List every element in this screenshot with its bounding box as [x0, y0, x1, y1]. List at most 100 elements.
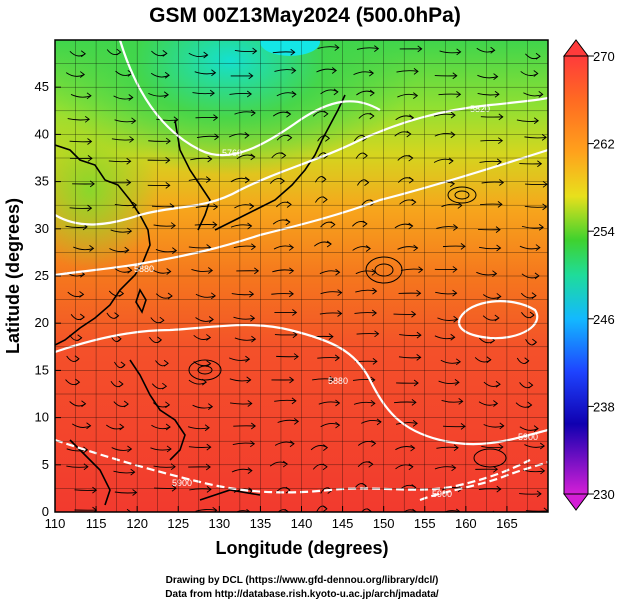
streamline-arrow	[290, 48, 296, 56]
streamline-arrow	[291, 397, 297, 405]
y-axis-ticks: 0 5 10 15 20 25 30 35 40 45	[35, 79, 61, 519]
streamline-arrow	[496, 158, 502, 166]
streamline-arrow	[456, 508, 462, 512]
streamline-arrow	[376, 418, 382, 426]
streamline	[436, 226, 458, 229]
streamline-arrow	[286, 201, 292, 208]
streamline-arrow	[77, 334, 83, 342]
streamline-arrow	[248, 72, 254, 80]
streamline-arrow	[129, 136, 135, 143]
streamline-arrow	[127, 266, 133, 274]
streamline-arrow	[83, 446, 89, 454]
streamline-arrow	[87, 204, 93, 212]
streamline-arrow	[127, 445, 133, 453]
streamline	[398, 356, 421, 359]
streamline-arrow	[406, 130, 412, 138]
streamline	[194, 71, 216, 75]
streamline	[397, 93, 418, 98]
streamline-arrow	[368, 69, 374, 77]
streamline-arrow	[331, 67, 337, 74]
streamline	[233, 316, 255, 320]
contour-label-3: 5820	[470, 104, 490, 114]
streamline-arrow	[490, 46, 496, 54]
streamline-arrow	[371, 309, 377, 317]
streamline-arrow	[246, 376, 252, 384]
streamline	[353, 401, 375, 405]
coast-borneo	[69, 439, 111, 506]
x-tick-label: 135	[250, 516, 272, 531]
streamline-arrow	[254, 267, 260, 275]
streamline-arrow	[212, 506, 218, 512]
y-axis-label: Latitude (degrees)	[3, 198, 23, 354]
contour-label-2: 5880	[134, 264, 154, 274]
streamline-arrow	[126, 508, 132, 512]
x-axis-label: Longitude (degrees)	[215, 538, 388, 558]
streamline-arrow	[86, 92, 92, 100]
streamline-arrow	[450, 333, 456, 341]
streamline-arrow	[166, 268, 172, 275]
streamline	[438, 93, 461, 96]
vortex-central	[365, 256, 403, 284]
streamline-arrow	[535, 244, 541, 251]
streamline	[153, 465, 176, 468]
streamline-arrow	[335, 421, 341, 429]
streamline	[273, 245, 294, 250]
x-axis-ticks: 110 115 120 125 130 135 140 145 150 155 160 165	[45, 506, 518, 531]
streamline	[442, 245, 465, 248]
credit-line-drawing: Drawing by DCL (https://www.gfd-dennou.o…	[166, 575, 439, 586]
streamline-arrow	[87, 138, 93, 145]
streamline	[109, 248, 129, 253]
streamline	[148, 140, 171, 142]
streamline	[524, 136, 547, 139]
streamline-arrow	[116, 48, 122, 56]
streamline-arrow	[416, 289, 422, 297]
streamline-arrow	[537, 160, 543, 168]
streamline	[111, 138, 134, 141]
height-contours	[55, 40, 548, 502]
streamline	[481, 181, 504, 184]
y-tick-label: 0	[42, 504, 49, 519]
streamline	[521, 225, 544, 229]
streamline-arrow	[455, 358, 461, 366]
streamline-arrow	[165, 182, 171, 189]
streamline-arrow	[368, 460, 374, 468]
coast-newguinea	[199, 489, 261, 501]
streamline-arrow	[165, 137, 171, 145]
streamline-arrow	[335, 268, 341, 276]
streamline-arrow	[535, 52, 541, 60]
streamline-arrow	[163, 91, 169, 99]
streamline-arrow	[172, 247, 178, 255]
streamline	[69, 140, 92, 143]
streamline-arrow	[208, 403, 214, 411]
streamline-arrow	[250, 422, 256, 430]
streamline-arrow	[372, 358, 378, 365]
streamline	[69, 207, 92, 209]
streamline	[188, 446, 211, 448]
streamline-arrow	[159, 316, 165, 324]
coast-japan	[214, 94, 346, 231]
streamline-arrow	[495, 226, 501, 233]
streamline-arrow	[79, 291, 85, 298]
vortex-east-south	[473, 448, 507, 468]
streamline	[189, 488, 211, 491]
streamline-arrow	[456, 90, 462, 98]
streamline-arrow	[130, 468, 136, 476]
streamline-arrow	[126, 179, 132, 186]
streamline-arrow	[74, 355, 80, 363]
streamline-arrow	[452, 72, 458, 80]
streamline	[271, 293, 294, 295]
credit-line-data: Data from http://database.rish.kyoto-u.a…	[165, 589, 439, 600]
streamline	[355, 289, 377, 293]
streamline-arrow	[334, 44, 340, 51]
streamline-arrow	[247, 400, 253, 407]
streamline-arrow	[408, 176, 414, 184]
x-tick-label: 165	[496, 516, 518, 531]
streamline	[440, 359, 461, 364]
streamline	[191, 268, 213, 272]
streamline	[522, 469, 545, 473]
streamline	[65, 225, 88, 228]
streamline	[232, 442, 255, 445]
streamline-arrow	[493, 400, 499, 407]
streamline-arrow	[329, 376, 335, 383]
streamline-arrow	[289, 267, 295, 275]
